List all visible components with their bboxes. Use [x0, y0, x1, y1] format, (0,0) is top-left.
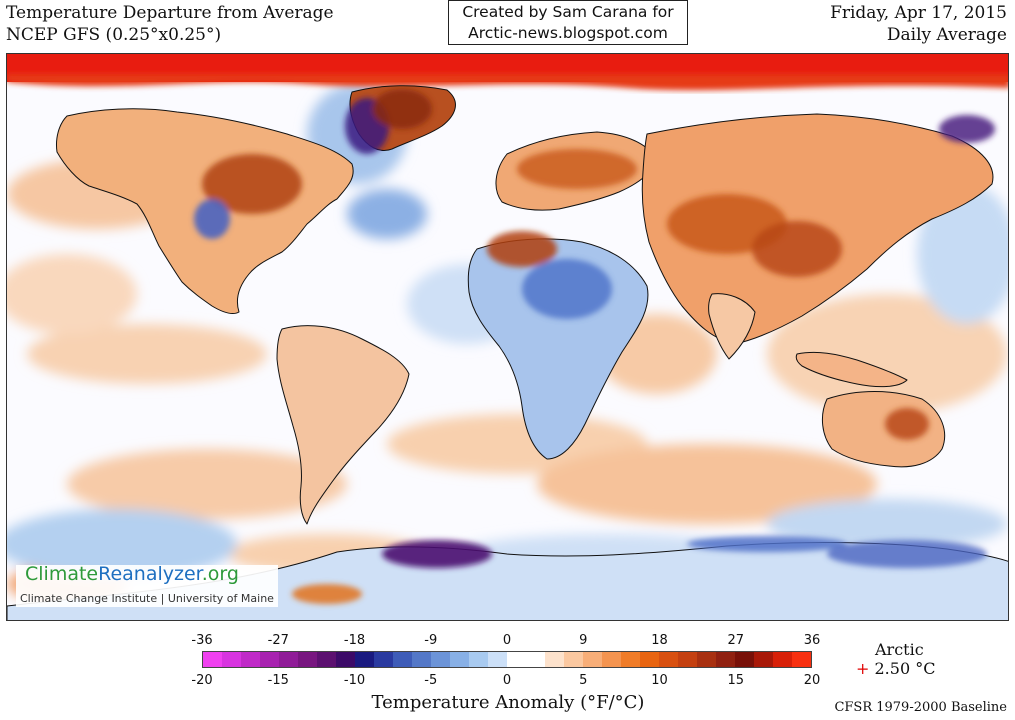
colorbar-segment	[583, 652, 602, 667]
fahrenheit-tick-label: -36	[191, 633, 213, 648]
colorbar-title: Temperature Anomaly (°F/°C)	[371, 692, 645, 713]
colorbar-segment	[431, 652, 450, 667]
celsius-tick-label: -15	[267, 673, 289, 688]
temperature-anomaly-map	[6, 53, 1009, 621]
celsius-tick-label: 10	[651, 673, 668, 688]
colorbar-segment	[450, 652, 469, 667]
colorbar-segment	[279, 652, 298, 667]
header-right: Friday, Apr 17, 2015 Daily Average	[830, 2, 1007, 46]
colorbar-segment	[773, 652, 792, 667]
colorbar-segment	[754, 652, 773, 667]
celsius-tick-label: -5	[424, 673, 438, 688]
celsius-tick-label: -20	[191, 673, 213, 688]
baseline-label: CFSR 1979-2000 Baseline	[834, 700, 1007, 715]
credit-line-1: Created by Sam Carana for	[462, 3, 674, 21]
fahrenheit-tick-label: 0	[502, 633, 512, 648]
logo-background	[16, 565, 278, 607]
colorbar-segment	[203, 652, 222, 667]
arctic-sign: +	[856, 659, 870, 678]
colorbar-segment	[716, 652, 735, 667]
celsius-tick-label: 15	[727, 673, 745, 688]
period-label: Daily Average	[886, 25, 1007, 45]
logo-subtitle: Climate Change Institute | University of…	[20, 592, 274, 605]
fahrenheit-tick-label: 36	[803, 633, 821, 648]
colorbar-segment	[659, 652, 678, 667]
map-title: Temperature Departure from Average	[6, 3, 334, 23]
fahrenheit-tick-label: -9	[424, 633, 438, 648]
india	[708, 293, 756, 360]
celsius-tick-label: 0	[502, 673, 512, 688]
colorbar-segment	[678, 652, 697, 667]
arctic-warm-band	[7, 54, 1008, 91]
arctic-label: Arctic	[875, 640, 924, 659]
colorbar-segment	[393, 652, 412, 667]
map-canvas	[7, 54, 1008, 620]
colorbar-segment	[336, 652, 355, 667]
fahrenheit-tick-label: 18	[651, 633, 668, 648]
fahrenheit-tick-label: 9	[579, 633, 588, 648]
colorbar-segment	[260, 652, 279, 667]
fahrenheit-tick-label: 27	[727, 633, 745, 648]
colorbar-segment	[488, 652, 507, 667]
colorbar-segment	[355, 652, 374, 667]
colorbar-segment	[697, 652, 716, 667]
colorbar	[202, 651, 812, 668]
colorbar-segment	[298, 652, 317, 667]
colorbar-segment	[241, 652, 260, 667]
colorbar-segment	[564, 652, 583, 667]
anomaly-spots	[194, 89, 995, 604]
climate-reanalyzer-logo: ClimateReanalyzer.org	[25, 563, 239, 585]
celsius-tick-label: -10	[343, 673, 366, 688]
colorbar-segment	[602, 652, 621, 667]
celsius-tick-label: 5	[579, 673, 588, 688]
colorbar-segment	[469, 652, 488, 667]
colorbar-segment	[735, 652, 754, 667]
south-america	[276, 325, 410, 525]
model-label: NCEP GFS (0.25°x0.25°)	[6, 25, 222, 45]
colorbar-segment	[507, 652, 526, 667]
logo-word-climate: Climate	[25, 563, 99, 585]
arctic-anomaly: + 2.50 °C	[856, 659, 935, 678]
colorbar-segment	[222, 652, 241, 667]
arctic-value: 2.50 °C	[874, 659, 936, 678]
fahrenheit-tick-label: -27	[267, 633, 289, 648]
colorbar-segment	[545, 652, 564, 667]
colorbar-segment	[640, 652, 659, 667]
colorbar-segment	[621, 652, 640, 667]
maritime-continent	[795, 351, 908, 388]
colorbar-segment	[317, 652, 336, 667]
fahrenheit-tick-label: -18	[343, 633, 366, 648]
colorbar-segment	[792, 652, 811, 667]
colorbar-segment	[526, 652, 545, 667]
anomaly-fields	[7, 84, 1008, 604]
credit-box: Created by Sam Carana for Arctic-news.bl…	[448, 0, 688, 45]
header-left: Temperature Departure from Average NCEP …	[6, 2, 334, 46]
date-label: Friday, Apr 17, 2015	[830, 3, 1007, 23]
colorbar-segment	[412, 652, 431, 667]
colorbar-segment	[374, 652, 393, 667]
credit-line-2: Arctic-news.blogspot.com	[468, 24, 668, 42]
celsius-tick-label: 20	[803, 673, 821, 688]
logo-word-reanalyzer: Reanalyzer	[98, 563, 202, 585]
logo-word-org: .org	[201, 563, 239, 585]
